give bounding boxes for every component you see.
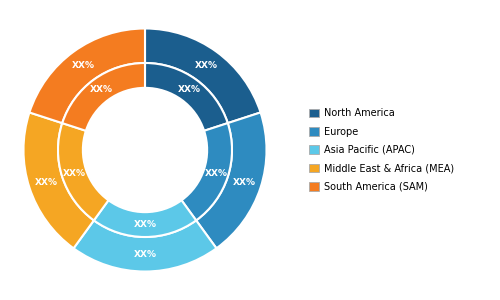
Text: XX%: XX% bbox=[90, 85, 112, 94]
Text: XX%: XX% bbox=[178, 85, 201, 94]
Text: XX%: XX% bbox=[34, 178, 58, 187]
Wedge shape bbox=[94, 200, 196, 237]
Text: XX%: XX% bbox=[232, 178, 256, 187]
Wedge shape bbox=[74, 220, 217, 272]
Text: XX%: XX% bbox=[62, 169, 86, 178]
Wedge shape bbox=[62, 63, 145, 131]
Wedge shape bbox=[145, 63, 228, 131]
Text: XX%: XX% bbox=[195, 61, 218, 70]
Text: XX%: XX% bbox=[204, 169, 228, 178]
Text: XX%: XX% bbox=[72, 61, 95, 70]
Wedge shape bbox=[30, 28, 145, 123]
Text: XX%: XX% bbox=[134, 250, 156, 259]
Legend: North America, Europe, Asia Pacific (APAC), Middle East & Africa (MEA), South Am: North America, Europe, Asia Pacific (APA… bbox=[310, 109, 454, 191]
Wedge shape bbox=[58, 123, 108, 220]
Text: XX%: XX% bbox=[134, 220, 156, 229]
Wedge shape bbox=[196, 112, 266, 248]
Wedge shape bbox=[182, 123, 232, 220]
Wedge shape bbox=[145, 28, 260, 123]
Wedge shape bbox=[24, 112, 94, 248]
